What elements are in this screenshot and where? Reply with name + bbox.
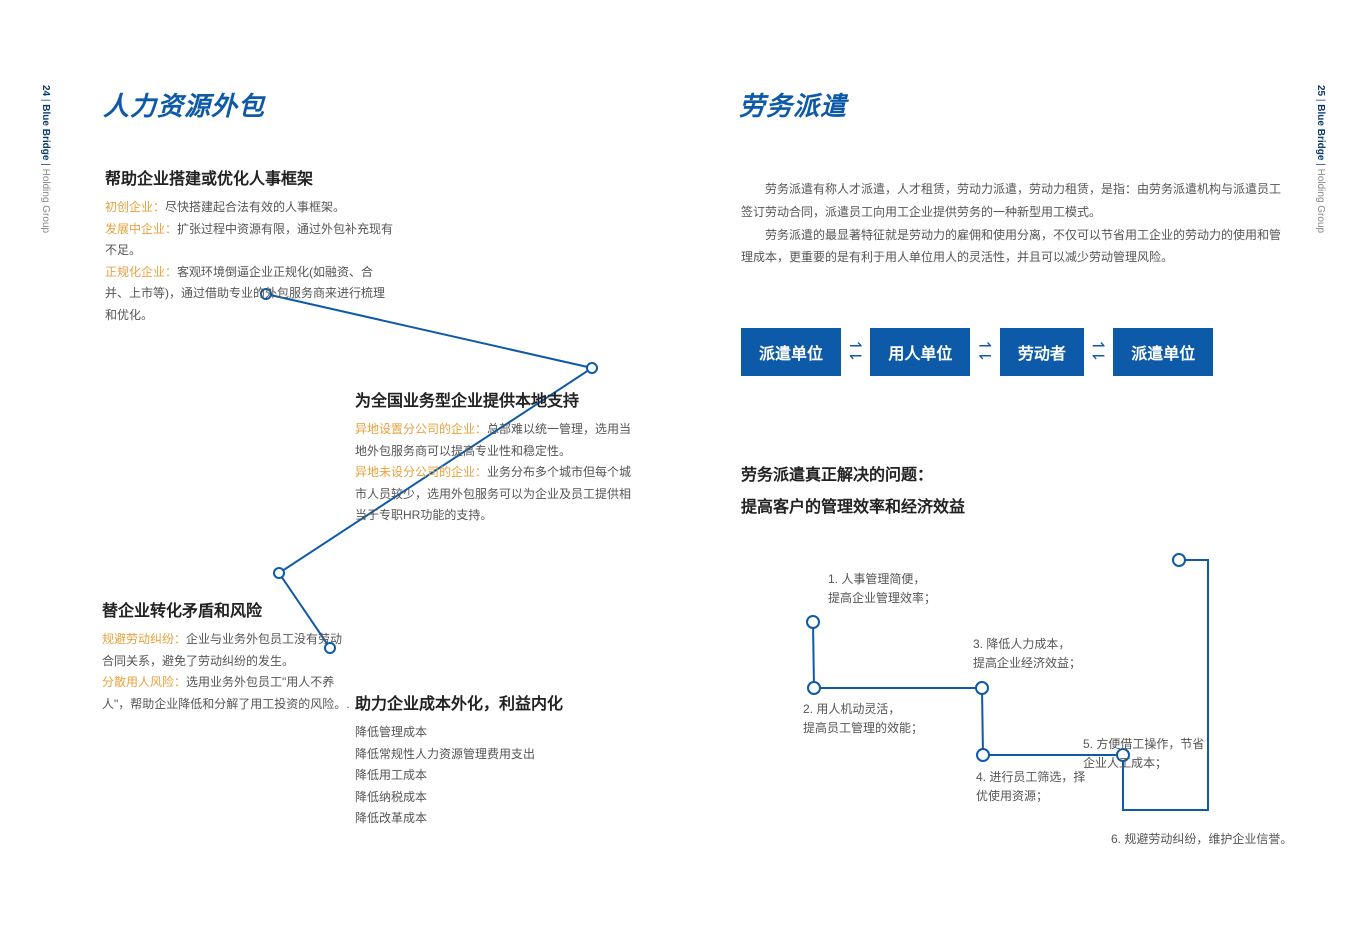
diagram-node: [976, 682, 988, 694]
intro-paragraph: 劳务派遣的最显著特征就是劳动力的雇佣和使用分离，不仅可以节省用工企业的劳动力的使…: [741, 224, 1281, 270]
diagram-node: [808, 682, 820, 694]
highlight-label: 初创企业：: [105, 200, 165, 214]
section-title: 助力企业成本外化，利益内化: [355, 690, 615, 714]
step-label: 3. 降低人力成本，提高企业经济效益；: [973, 635, 1081, 673]
flow-box: 派遣单位: [741, 328, 841, 376]
subhead-line-2: 提高客户的管理效率和经济效益: [741, 492, 965, 524]
flow-box: 派遣单位: [1113, 328, 1213, 376]
highlight-label: 发展中企业：: [105, 222, 177, 236]
section-title: 为全国业务型企业提供本地支持: [355, 387, 635, 411]
diagram-node: [1173, 554, 1185, 566]
diagram-node: [977, 749, 989, 761]
highlight-label: 异地未设分公司的企业：: [355, 465, 487, 479]
step-label: 6. 规避劳动纠纷，维护企业信誉。: [1111, 830, 1292, 849]
flow-arrows-icon: [978, 342, 991, 361]
step-label: 4. 进行员工筛选，择优使用资源；: [976, 768, 1085, 806]
section-3: 助力企业成本外化，利益内化降低管理成本降低常规性人力资源管理费用支出降低用工成本…: [355, 690, 615, 830]
intro-text: 劳务派遣有称人才派遣，人才租赁，劳动力派遣，劳动力租赁，是指：由劳务派遣机构与派…: [741, 178, 1281, 269]
flow-row: 派遣单位用人单位劳动者派遣单位: [741, 328, 1213, 376]
right-page-title: 劳务派遣: [739, 86, 847, 123]
step-label: 1. 人事管理简便，提高企业管理效率；: [828, 570, 936, 608]
subhead: 劳务派遣真正解决的问题： 提高客户的管理效率和经济效益: [741, 460, 965, 524]
section-title: 帮助企业搭建或优化人事框架: [105, 165, 395, 189]
highlight-label: 正规化企业：: [105, 265, 177, 279]
section-body: 初创企业：尽快搭建起合法有效的人事框架。发展中企业：扩张过程中资源有限，通过外包…: [105, 197, 395, 327]
left-page-title: 人力资源外包: [103, 86, 265, 123]
highlight-label: 异地设置分公司的企业：: [355, 422, 487, 436]
intro-paragraph: 劳务派遣有称人才派遣，人才租赁，劳动力派遣，劳动力租赁，是指：由劳务派遣机构与派…: [741, 178, 1281, 224]
section-1: 为全国业务型企业提供本地支持异地设置分公司的企业：总部难以统一管理，选用当地外包…: [355, 387, 635, 527]
highlight-label: 规避劳动纠纷：: [102, 632, 186, 646]
flow-box: 用人单位: [870, 328, 970, 376]
section-2: 替企业转化矛盾和风险规避劳动纠纷：企业与业务外包员工没有劳动合同关系，避免了劳动…: [102, 597, 352, 715]
section-body: 降低管理成本降低常规性人力资源管理费用支出降低用工成本降低纳税成本降低改革成本: [355, 722, 615, 830]
section-body: 规避劳动纠纷：企业与业务外包员工没有劳动合同关系，避免了劳动纠纷的发生。分散用人…: [102, 629, 352, 715]
step-label: 2. 用人机动灵活，提高员工管理的效能；: [803, 700, 923, 738]
section-0: 帮助企业搭建或优化人事框架初创企业：尽快搭建起合法有效的人事框架。发展中企业：扩…: [105, 165, 395, 327]
highlight-label: 分散用人风险：: [102, 675, 186, 689]
subhead-line-1: 劳务派遣真正解决的问题：: [741, 460, 965, 492]
section-body: 异地设置分公司的企业：总部难以统一管理，选用当地外包服务商可以提高专业性和稳定性…: [355, 419, 635, 527]
diagram-node: [274, 568, 284, 578]
left-page: 人力资源外包 帮助企业搭建或优化人事框架初创企业：尽快搭建起合法有效的人事框架。…: [0, 0, 683, 939]
flow-box: 劳动者: [1000, 328, 1084, 376]
flow-arrows-icon: [849, 342, 862, 361]
right-page: 劳务派遣 劳务派遣有称人才派遣，人才租赁，劳动力派遣，劳动力租赁，是指：由劳务派…: [683, 0, 1366, 939]
step-label: 5. 方便借工操作，节省企业人工成本；: [1083, 735, 1204, 773]
diagram-node: [587, 363, 597, 373]
diagram-node: [807, 616, 819, 628]
section-title: 替企业转化矛盾和风险: [102, 597, 352, 621]
flow-arrows-icon: [1092, 342, 1105, 361]
